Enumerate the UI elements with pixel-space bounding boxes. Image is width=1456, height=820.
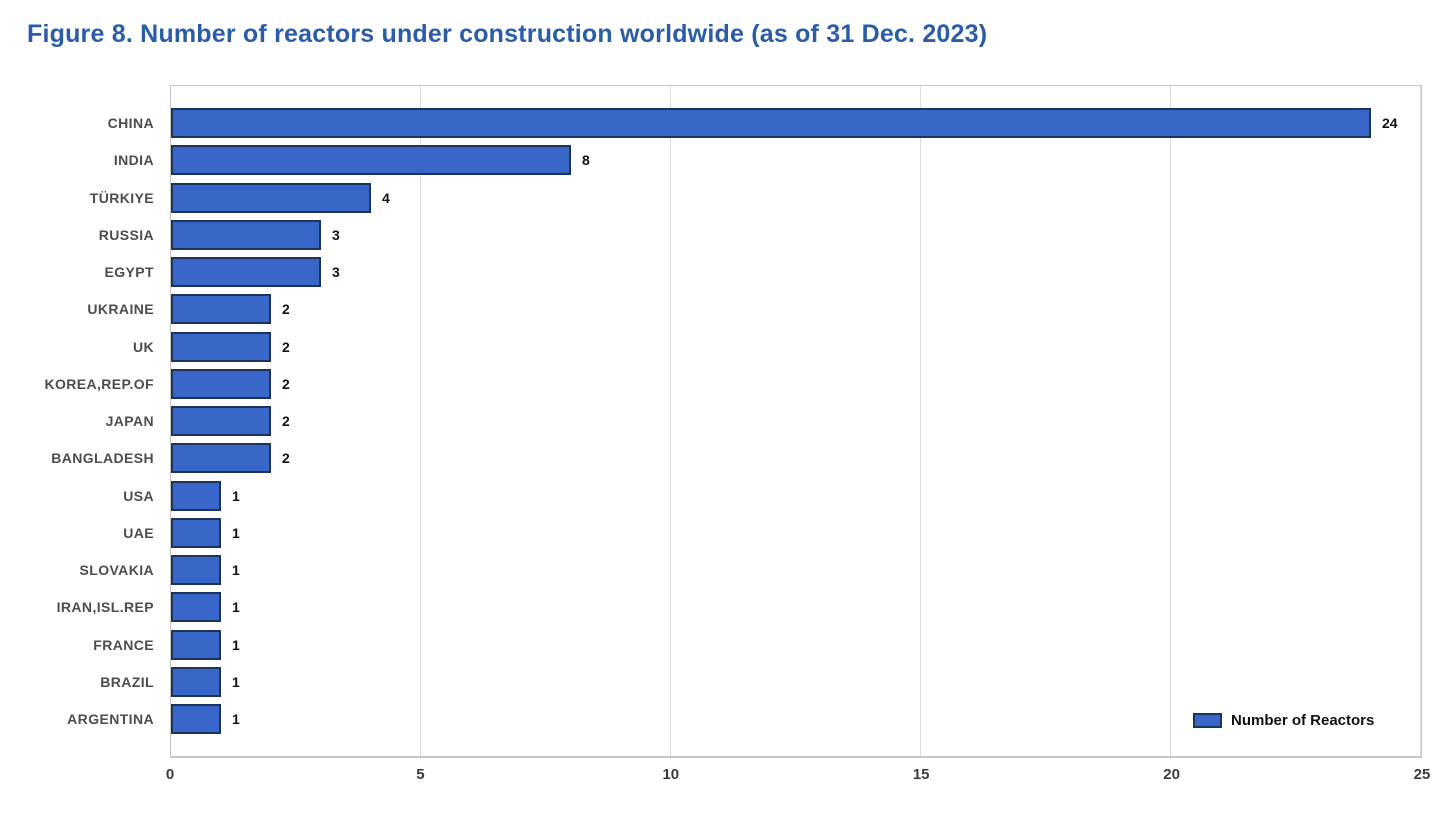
bar: [171, 666, 221, 697]
bar-row: BANGLADESH 2: [51, 443, 1421, 474]
gridline: [420, 86, 421, 756]
x-axis: 0 5 10 15 20 25: [166, 766, 1431, 788]
bar-row: BRAZIL 1: [100, 666, 1421, 697]
gridline: [920, 86, 921, 756]
value-label: 4: [382, 189, 390, 206]
gridline: [670, 86, 671, 756]
bar: [171, 257, 321, 287]
bar: [171, 331, 271, 362]
x-tick-label: 5: [416, 766, 425, 783]
category-label: BRAZIL: [100, 673, 154, 690]
bar: [171, 219, 321, 250]
gridline: [1170, 86, 1171, 756]
bar-row: CHINA 24: [108, 108, 1421, 138]
bar-row: RUSSIA 3: [99, 219, 1421, 250]
bar: [171, 406, 271, 436]
legend-label: Number of Reactors: [1231, 712, 1375, 729]
bars-container: CHINA 24 INDIA 8 TÜRKIYE 4 RUSSIA 3 EGYPT 3 UKRAIN…: [44, 86, 1421, 756]
value-label: 2: [282, 301, 290, 318]
value-label: 2: [282, 413, 290, 429]
gridline: [1420, 86, 1421, 756]
plot-area: CHINA 24 INDIA 8 TÜRKIYE 4 RUSSIA 3 EGYPT 3 UKRAIN…: [44, 85, 1422, 758]
category-label: BANGLADESH: [51, 450, 154, 467]
value-label: 3: [332, 264, 340, 280]
bar: [171, 555, 221, 585]
value-label: 1: [232, 599, 240, 616]
category-label: JAPAN: [105, 413, 154, 429]
category-label: ARGENTINA: [67, 711, 154, 727]
bar-row: TÜRKIYE 4: [90, 182, 1421, 213]
bar: [171, 182, 371, 213]
legend: Number of Reactors: [1193, 712, 1374, 729]
category-label: IRAN,ISL.REP: [56, 599, 154, 616]
bar: [171, 145, 571, 176]
bar: [171, 592, 221, 623]
x-tick-label: 15: [912, 766, 930, 783]
value-label: 24: [1382, 115, 1398, 131]
figure-title: Figure 8. Number of reactors under const…: [27, 20, 988, 48]
value-label: 3: [332, 226, 340, 243]
bar: [171, 517, 221, 548]
value-label: 2: [282, 375, 290, 392]
bar-row: KOREA,REP.OF 2: [44, 368, 1421, 399]
value-label: 1: [232, 524, 240, 541]
bar-row: IRAN,ISL.REP 1: [57, 592, 1421, 623]
bar-row: UK 2: [133, 331, 1421, 362]
category-label: EGYPT: [104, 264, 154, 280]
bar: [171, 443, 271, 474]
value-label: 1: [232, 673, 240, 690]
x-tick-label: 10: [662, 766, 680, 783]
bar-row: EGYPT 3: [105, 257, 1421, 287]
value-label: 1: [232, 711, 240, 727]
category-label: FRANCE: [93, 636, 154, 653]
bar: [171, 368, 271, 399]
bar-row: JAPAN 2: [106, 406, 1421, 436]
legend-swatch-icon: [1193, 713, 1222, 728]
x-tick-label: 0: [165, 766, 175, 783]
category-label: INDIA: [113, 152, 154, 169]
value-label: 2: [282, 338, 290, 355]
category-label: SLOVAKIA: [79, 562, 154, 578]
value-label: 1: [232, 562, 240, 578]
value-label: 1: [232, 487, 240, 504]
bar-row: USA 1: [123, 480, 1421, 511]
bar-row: SLOVAKIA 1: [80, 555, 1421, 585]
category-label: CHINA: [107, 115, 154, 131]
bar-row: ARGENTINA 1: [67, 704, 1421, 734]
category-label: RUSSIA: [98, 226, 154, 243]
bar: [171, 704, 221, 734]
category-label: USA: [123, 487, 154, 504]
category-label: UKRAINE: [87, 301, 154, 318]
category-label: TÜRKIYE: [89, 189, 154, 206]
x-tick-label: 20: [1163, 766, 1180, 783]
value-label: 8: [582, 152, 590, 169]
value-label: 2: [282, 450, 290, 467]
bar-row: UAE 1: [123, 517, 1421, 548]
bar: [171, 480, 221, 511]
bar: [171, 108, 1371, 138]
category-label: UK: [132, 338, 154, 355]
bar-row: UKRAINE 2: [87, 294, 1421, 325]
bar-row: FRANCE 1: [93, 629, 1421, 660]
x-tick-label: 25: [1413, 766, 1431, 783]
category-label: KOREA,REP.OF: [44, 375, 154, 392]
bar: [171, 629, 221, 660]
bar: [171, 294, 271, 325]
bar-row: INDIA 8: [114, 145, 1421, 176]
category-label: UAE: [123, 524, 154, 541]
value-label: 1: [232, 636, 240, 653]
